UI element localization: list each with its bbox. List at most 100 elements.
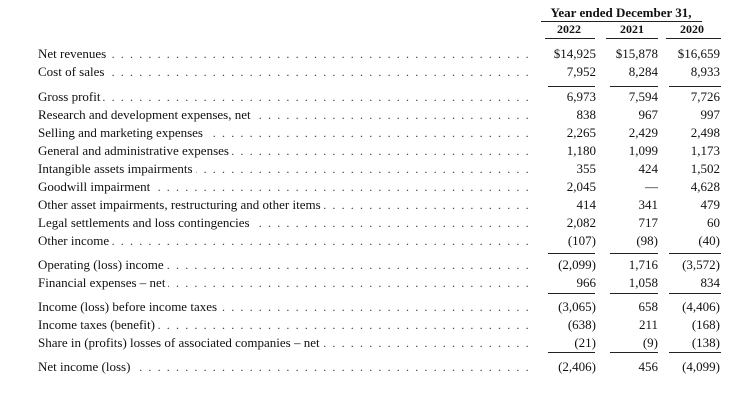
subtotal-rule-1c bbox=[669, 86, 721, 87]
table-row: . . . . . . . . . . . . . . . . . . . . … bbox=[0, 88, 740, 106]
value-2022: 2,082 bbox=[566, 215, 596, 230]
row-label-text: Operating (loss) income bbox=[38, 257, 167, 272]
subtotal-rule-4b bbox=[610, 352, 658, 353]
row-label: . . . . . . . . . . . . . . . . . . . . … bbox=[38, 274, 528, 292]
value-2021: 967 bbox=[638, 107, 659, 122]
row-label: . . . . . . . . . . . . . . . . . . . . … bbox=[38, 160, 528, 178]
value-2021: 1,058 bbox=[628, 275, 658, 290]
value-2020: (168) bbox=[691, 317, 720, 332]
table-row: . . . . . . . . . . . . . . . . . . . . … bbox=[0, 63, 740, 81]
row-label-text: Research and development expenses, net bbox=[38, 107, 254, 122]
subtotal-rule-1 bbox=[548, 86, 595, 87]
value-2022: 1,180 bbox=[566, 143, 596, 158]
value-2021: (98) bbox=[636, 233, 658, 248]
value-2020: 997 bbox=[700, 107, 721, 122]
table-row: . . . . . . . . . . . . . . . . . . . . … bbox=[0, 142, 740, 160]
value-2021: 658 bbox=[638, 299, 659, 314]
value-2022: 414 bbox=[576, 197, 597, 212]
row-label-text: Other income bbox=[38, 233, 113, 248]
value-2022: 7,952 bbox=[566, 64, 596, 79]
value-2022: 6,973 bbox=[566, 89, 596, 104]
row-label: . . . . . . . . . . . . . . . . . . . . … bbox=[38, 358, 528, 376]
year-rule-2022 bbox=[545, 38, 595, 39]
subtotal-rule-3 bbox=[548, 293, 595, 294]
subtotal-rule-2 bbox=[548, 253, 595, 254]
period-header-rule bbox=[541, 21, 702, 22]
row-label: . . . . . . . . . . . . . . . . . . . . … bbox=[38, 256, 528, 274]
value-2020: 1,502 bbox=[690, 161, 720, 176]
row-label: . . . . . . . . . . . . . . . . . . . . … bbox=[38, 316, 528, 334]
value-2020: $16,659 bbox=[677, 46, 720, 61]
value-2020: (4,099) bbox=[682, 359, 720, 374]
leader-dots: . . . . . . . . . . . . . . . . . . . . … bbox=[38, 65, 528, 79]
row-label: . . . . . . . . . . . . . . . . . . . . … bbox=[38, 232, 528, 250]
value-2021: 456 bbox=[638, 359, 659, 374]
subtotal-rule-2c bbox=[669, 253, 721, 254]
value-2022: (2,406) bbox=[558, 359, 596, 374]
value-2022: (638) bbox=[567, 317, 596, 332]
row-label-text: Goodwill impairment bbox=[38, 179, 154, 194]
value-2021: — bbox=[645, 179, 658, 194]
value-2020: 2,498 bbox=[690, 125, 720, 140]
leader-dots: . . . . . . . . . . . . . . . . . . . . … bbox=[38, 234, 528, 248]
value-2020: 479 bbox=[700, 197, 721, 212]
value-2020: (3,572) bbox=[682, 257, 720, 272]
row-label: . . . . . . . . . . . . . . . . . . . . … bbox=[38, 298, 528, 316]
year-header-2021: 2021 bbox=[620, 22, 644, 36]
row-label-text: Income taxes (benefit) bbox=[38, 317, 158, 332]
year-header-2022: 2022 bbox=[557, 22, 581, 36]
value-2020: 7,726 bbox=[690, 89, 720, 104]
row-label-text: Selling and marketing expenses bbox=[38, 125, 206, 140]
value-2021: 1,716 bbox=[628, 257, 658, 272]
row-label-text: Intangible assets impairments bbox=[38, 161, 196, 176]
table-row: . . . . . . . . . . . . . . . . . . . . … bbox=[0, 106, 740, 124]
value-2021: 341 bbox=[638, 197, 659, 212]
table-row: . . . . . . . . . . . . . . . . . . . . … bbox=[0, 214, 740, 232]
value-2021: 211 bbox=[638, 317, 658, 332]
leader-dots: . . . . . . . . . . . . . . . . . . . . … bbox=[38, 47, 528, 61]
row-label: . . . . . . . . . . . . . . . . . . . . … bbox=[38, 45, 528, 63]
leader-dots: . . . . . . . . . . . . . . . . . . . . … bbox=[38, 90, 528, 104]
table-row: . . . . . . . . . . . . . . . . . . . . … bbox=[0, 358, 740, 376]
value-2022: 2,045 bbox=[566, 179, 596, 194]
value-2020: 60 bbox=[707, 215, 720, 230]
row-label-text: Share in (profits) losses of associated … bbox=[38, 335, 323, 350]
year-headers: 2022 2021 2020 bbox=[0, 22, 740, 42]
table-row: . . . . . . . . . . . . . . . . . . . . … bbox=[0, 232, 740, 250]
value-2021: 2,429 bbox=[628, 125, 658, 140]
row-label: . . . . . . . . . . . . . . . . . . . . … bbox=[38, 63, 528, 81]
subtotal-rule-4c bbox=[669, 352, 721, 353]
row-label: . . . . . . . . . . . . . . . . . . . . … bbox=[38, 214, 528, 232]
leader-dots: . . . . . . . . . . . . . . . . . . . . … bbox=[38, 180, 528, 194]
row-label: . . . . . . . . . . . . . . . . . . . . … bbox=[38, 196, 528, 214]
value-2021: $15,878 bbox=[615, 46, 658, 61]
row-label-text: Net revenues bbox=[38, 46, 110, 61]
leader-dots: . . . . . . . . . . . . . . . . . . . . … bbox=[38, 318, 528, 332]
value-2022: $14,925 bbox=[553, 46, 596, 61]
table-row: . . . . . . . . . . . . . . . . . . . . … bbox=[0, 196, 740, 214]
row-label-text: Other asset impairments, restructuring a… bbox=[38, 197, 324, 212]
table-row: . . . . . . . . . . . . . . . . . . . . … bbox=[0, 274, 740, 292]
table-row: . . . . . . . . . . . . . . . . . . . . … bbox=[0, 316, 740, 334]
value-2021: 7,594 bbox=[628, 89, 658, 104]
value-2021: 1,099 bbox=[628, 143, 658, 158]
value-2020: 834 bbox=[700, 275, 721, 290]
row-label-text: Gross profit bbox=[38, 89, 104, 104]
value-2022: (21) bbox=[574, 335, 596, 350]
row-label-text: Net income (loss) bbox=[38, 359, 134, 374]
period-header: Year ended December 31, bbox=[550, 5, 692, 20]
table-row: . . . . . . . . . . . . . . . . . . . . … bbox=[0, 256, 740, 274]
table-row: . . . . . . . . . . . . . . . . . . . . … bbox=[0, 124, 740, 142]
value-2020: 1,173 bbox=[690, 143, 720, 158]
subtotal-rule-1b bbox=[610, 86, 658, 87]
value-2022: (2,099) bbox=[558, 257, 596, 272]
value-2020: 4,628 bbox=[690, 179, 720, 194]
value-2022: 355 bbox=[576, 161, 597, 176]
value-2022: (107) bbox=[567, 233, 596, 248]
row-label-text: Income (loss) before income taxes bbox=[38, 299, 221, 314]
value-2022: (3,065) bbox=[558, 299, 596, 314]
value-2021: 717 bbox=[638, 215, 659, 230]
row-label-text: Cost of sales bbox=[38, 64, 108, 79]
row-label: . . . . . . . . . . . . . . . . . . . . … bbox=[38, 88, 528, 106]
